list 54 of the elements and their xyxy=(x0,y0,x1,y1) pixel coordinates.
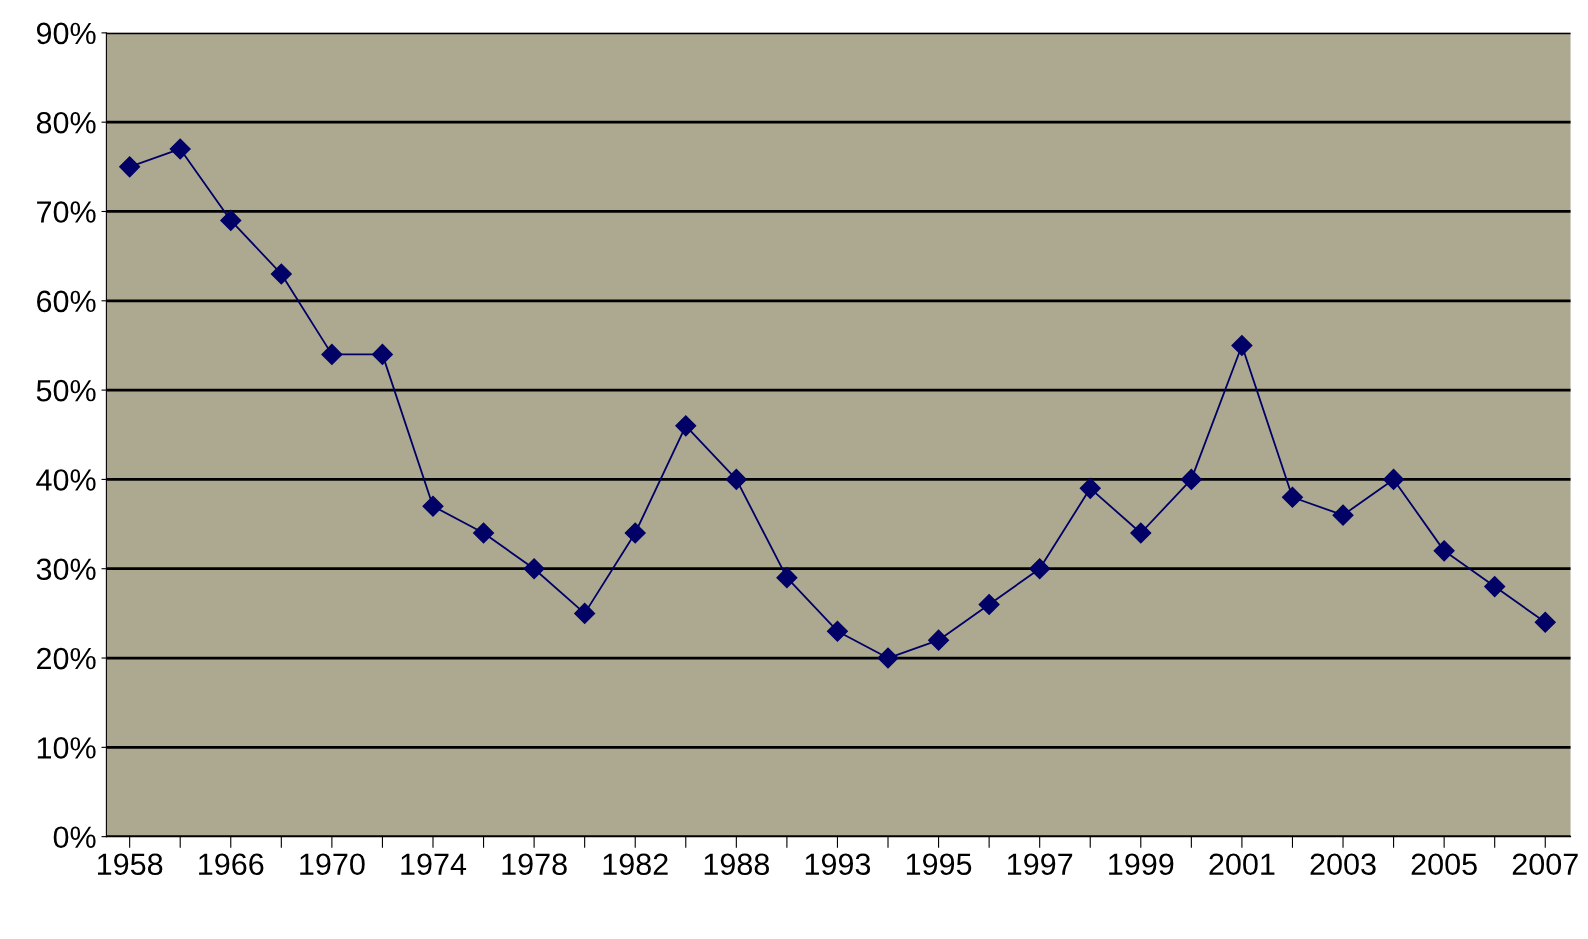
point xyxy=(523,558,545,580)
point xyxy=(877,647,899,669)
point xyxy=(826,620,848,642)
point xyxy=(624,522,646,544)
point xyxy=(574,602,596,624)
x-tick-label: 1997 xyxy=(1008,853,1073,876)
point xyxy=(220,209,242,231)
y-tick-label: 50% xyxy=(36,379,96,402)
y-tick-label: 30% xyxy=(36,558,96,581)
point xyxy=(321,343,343,365)
x-tick-label: 1982 xyxy=(603,853,668,876)
x-tick-label: 1995 xyxy=(906,853,972,876)
point xyxy=(1484,576,1506,598)
x-tick-label: 2001 xyxy=(1209,853,1275,876)
point xyxy=(776,567,798,589)
point xyxy=(978,593,1000,615)
point xyxy=(928,629,950,651)
y-tick-label: 0% xyxy=(53,826,96,849)
point xyxy=(270,263,292,285)
point xyxy=(1180,468,1202,490)
point xyxy=(119,156,141,178)
point xyxy=(1332,504,1354,526)
x-tick-label: 1988 xyxy=(704,853,769,876)
y-tick-label: 90% xyxy=(36,22,96,45)
y-tick-label: 70% xyxy=(37,201,96,223)
y-tick-label: 80% xyxy=(36,111,96,134)
x-tick-label: 2005 xyxy=(1411,853,1477,876)
point xyxy=(1281,486,1303,508)
point xyxy=(1079,477,1101,499)
point xyxy=(1231,334,1253,356)
y-tick-label: 40% xyxy=(36,469,96,491)
x-tick-label: 1966 xyxy=(199,853,264,876)
point xyxy=(725,468,747,490)
x-tick-label: 1970 xyxy=(300,853,365,876)
x-tick-label: 2007 xyxy=(1512,853,1578,876)
point xyxy=(1029,558,1051,580)
point xyxy=(371,343,393,365)
x-tick-label: 1993 xyxy=(805,853,871,876)
point xyxy=(1534,611,1556,633)
x-tick-label: 2003 xyxy=(1310,853,1376,876)
point xyxy=(473,522,495,544)
point xyxy=(1130,522,1152,544)
point xyxy=(675,415,697,437)
point xyxy=(422,495,444,517)
point xyxy=(1433,540,1455,562)
y-tick-label: 60% xyxy=(37,290,96,313)
y-tick-label: 10% xyxy=(37,737,96,759)
x-tick-label: 1974 xyxy=(401,853,467,876)
y-tick-label: 20% xyxy=(37,647,96,670)
point xyxy=(1383,468,1405,490)
x-tick-label: 1978 xyxy=(502,853,567,876)
point xyxy=(169,138,191,160)
x-tick-label: 1999 xyxy=(1109,853,1174,876)
x-tick-label: 1958 xyxy=(98,853,163,876)
